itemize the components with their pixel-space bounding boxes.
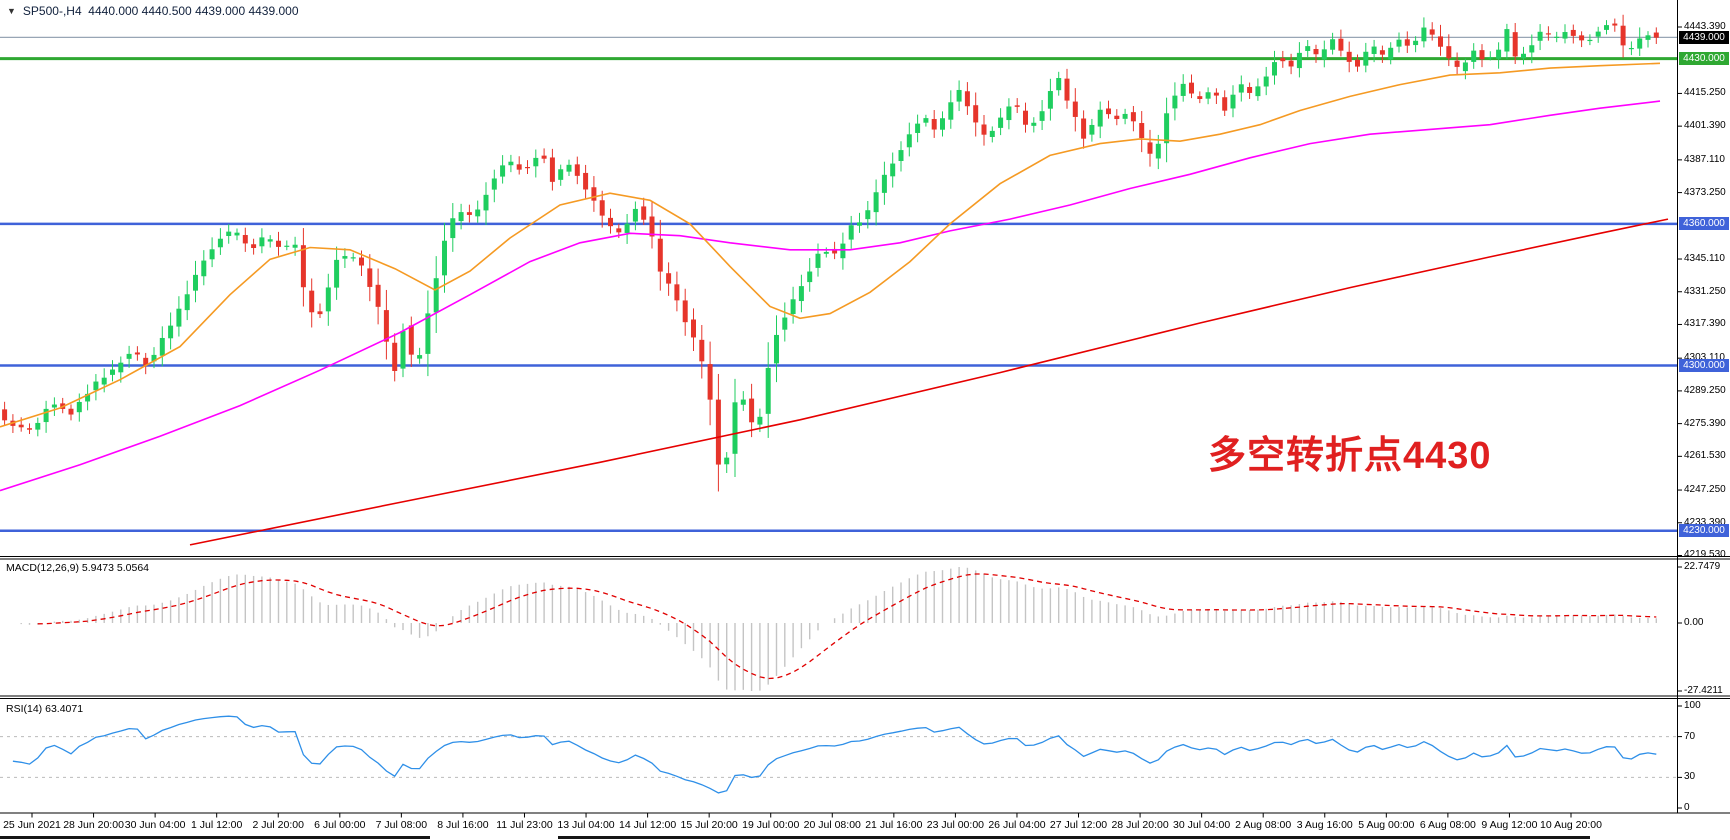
bottom-edge-bar: [558, 836, 1590, 839]
symbol-period-label: SP500-,H4: [22, 4, 82, 18]
ohlc-quote: 4440.000 4440.500 4439.000 4439.000: [88, 4, 299, 18]
indicator-tick-label: 22.7479: [1684, 561, 1721, 572]
time-tick-label: 9 Aug 12:00: [1481, 819, 1538, 831]
candles-layer: [2, 14, 1659, 492]
rsi-line: [12, 715, 1657, 794]
price-tick-label: 4331.250: [1684, 285, 1726, 297]
macd-name: MACD(12,26,9): [6, 562, 79, 574]
time-tick-label: 25 Jun 2021: [3, 819, 61, 831]
time-tick-label: 3 Aug 16:00: [1296, 819, 1353, 831]
indicator-tick-label: -27.4211: [1684, 685, 1723, 696]
price-badge-4439.000: 4439.000: [1679, 30, 1729, 44]
price-badge-4300.000: 4300.000: [1679, 359, 1729, 372]
price-tick-label: 4289.250: [1684, 384, 1726, 396]
time-tick-label: 13 Jul 04:00: [557, 819, 615, 831]
ma-slow-red: [189, 218, 1669, 546]
chart-title: ▼ SP500-,H4 4440.000 4440.500 4439.000 44…: [7, 4, 299, 18]
time-tick-label: 1 Jul 12:00: [190, 819, 243, 831]
time-tick-label: 10 Aug 20:00: [1540, 819, 1602, 831]
ma-fast-orange: [0, 62, 1661, 428]
time-tick-label: 26 Jul 04:00: [988, 819, 1046, 831]
time-tick-label: 27 Jul 12:00: [1049, 819, 1108, 831]
price-tick-label: 4387.110: [1684, 153, 1725, 165]
rsi-panel: [0, 715, 1677, 794]
price-badge-4230.000: 4230.000: [1679, 524, 1729, 538]
price-tick-label: 4373.250: [1684, 186, 1726, 198]
time-tick-label: 21 Jul 16:00: [865, 819, 923, 831]
indicator-tick-label: 0.00: [1684, 617, 1704, 628]
macd-values: 5.9473 5.0564: [81, 562, 150, 574]
ma-mid-magenta: [0, 100, 1661, 492]
time-tick-label: 11 Jul 23:00: [496, 819, 553, 831]
annotation-text: 多空转折点4430: [1208, 435, 1492, 477]
price-tick-label: 4443.390: [1684, 21, 1726, 32]
price-tick-label: 4317.390: [1684, 318, 1726, 330]
time-tick-label: 30 Jun 04:00: [124, 819, 186, 831]
time-tick-label: 23 Jul 00:00: [926, 819, 984, 831]
price-tick-label: 4345.110: [1684, 253, 1725, 265]
indicator-tick-label: 30: [1684, 771, 1696, 783]
price-badge-4360.000: 4360.000: [1679, 217, 1729, 231]
price-tick-label: 4303.110: [1684, 352, 1725, 364]
macd-signal-line: [37, 573, 1657, 680]
indicator-tick-label: 100: [1684, 700, 1701, 711]
price-tick-label: 4261.530: [1684, 450, 1726, 462]
time-tick-label: 7 Jul 08:00: [375, 819, 428, 831]
price-tick-label: 4247.250: [1684, 484, 1726, 496]
time-tick-label: 28 Jun 20:00: [63, 819, 124, 831]
macd-panel: [20, 567, 1658, 691]
macd-indicator-label: MACD(12,26,9) 5.9473 5.0564: [6, 562, 149, 574]
time-tick-label: 28 Jul 20:00: [1111, 819, 1169, 831]
indicator-tick-label: 0: [1684, 802, 1690, 813]
time-tick-label: 30 Jul 04:00: [1173, 819, 1231, 831]
rsi-name: RSI(14): [6, 703, 43, 715]
time-tick-label: 14 Jul 12:00: [618, 819, 677, 831]
time-tick-label: 2 Aug 08:00: [1235, 819, 1292, 831]
price-tick-label: 4415.250: [1684, 87, 1726, 99]
time-tick-label: 6 Aug 08:00: [1419, 819, 1476, 831]
rsi-indicator-label: RSI(14) 63.4071: [6, 703, 83, 715]
bottom-edge-bar: [0, 836, 430, 839]
time-tick-label: 2 Jul 20:00: [252, 819, 304, 831]
rsi-value: 63.4071: [45, 703, 84, 715]
time-tick-label: 15 Jul 20:00: [680, 819, 738, 831]
time-tick-label: 5 Aug 00:00: [1358, 819, 1415, 831]
time-tick-label: 6 Jul 00:00: [314, 819, 366, 831]
time-tick-label: 8 Jul 16:00: [437, 819, 489, 831]
price-tick-label: 4233.390: [1684, 516, 1726, 528]
time-tick-label: 19 Jul 00:00: [742, 819, 800, 831]
price-tick-label: 4275.390: [1684, 417, 1726, 429]
indicator-tick-label: 70: [1684, 730, 1696, 742]
price-tick-label: 4401.390: [1684, 120, 1726, 132]
price-badge-4430.000: 4430.000: [1679, 52, 1729, 66]
price-tick-label: 4219.530: [1684, 549, 1726, 561]
time-tick-label: 20 Jul 08:00: [803, 819, 861, 831]
symbol-dropdown-icon[interactable]: ▼: [7, 6, 16, 16]
